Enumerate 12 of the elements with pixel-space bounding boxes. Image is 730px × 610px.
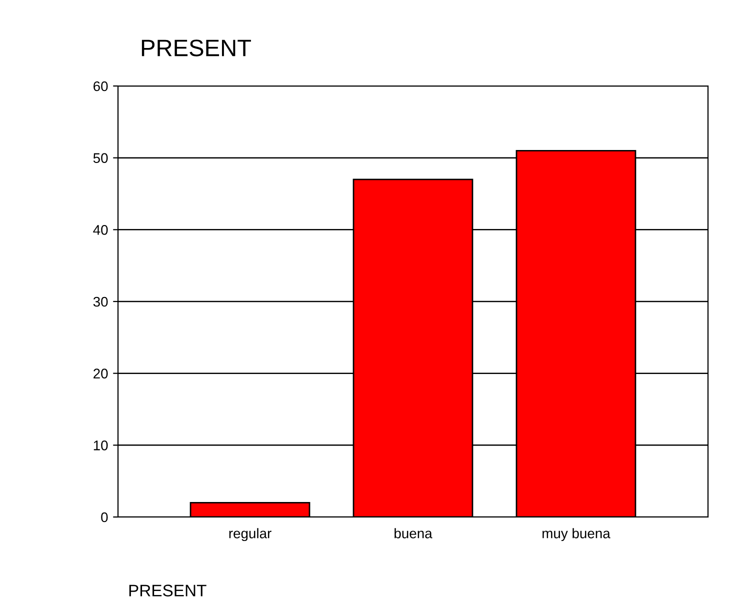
- y-tick-label: 60: [94, 81, 108, 92]
- chart-title: PRESENT: [142, 40, 251, 56]
- x-tick-label: muy buena: [542, 528, 610, 542]
- y-tick-label: 30: [93, 296, 108, 307]
- x-tick-label: regular: [229, 528, 272, 542]
- y-tick-label: 20: [94, 368, 108, 379]
- y-tick-label: 10: [94, 440, 108, 450]
- x-tick-label: buena: [394, 528, 432, 538]
- y-tick-label: 50: [93, 153, 108, 164]
- y-tick-label: 0: [101, 512, 108, 522]
- x-axis-title: PRESENT: [129, 584, 206, 596]
- y-tick-label: 40: [93, 225, 108, 235]
